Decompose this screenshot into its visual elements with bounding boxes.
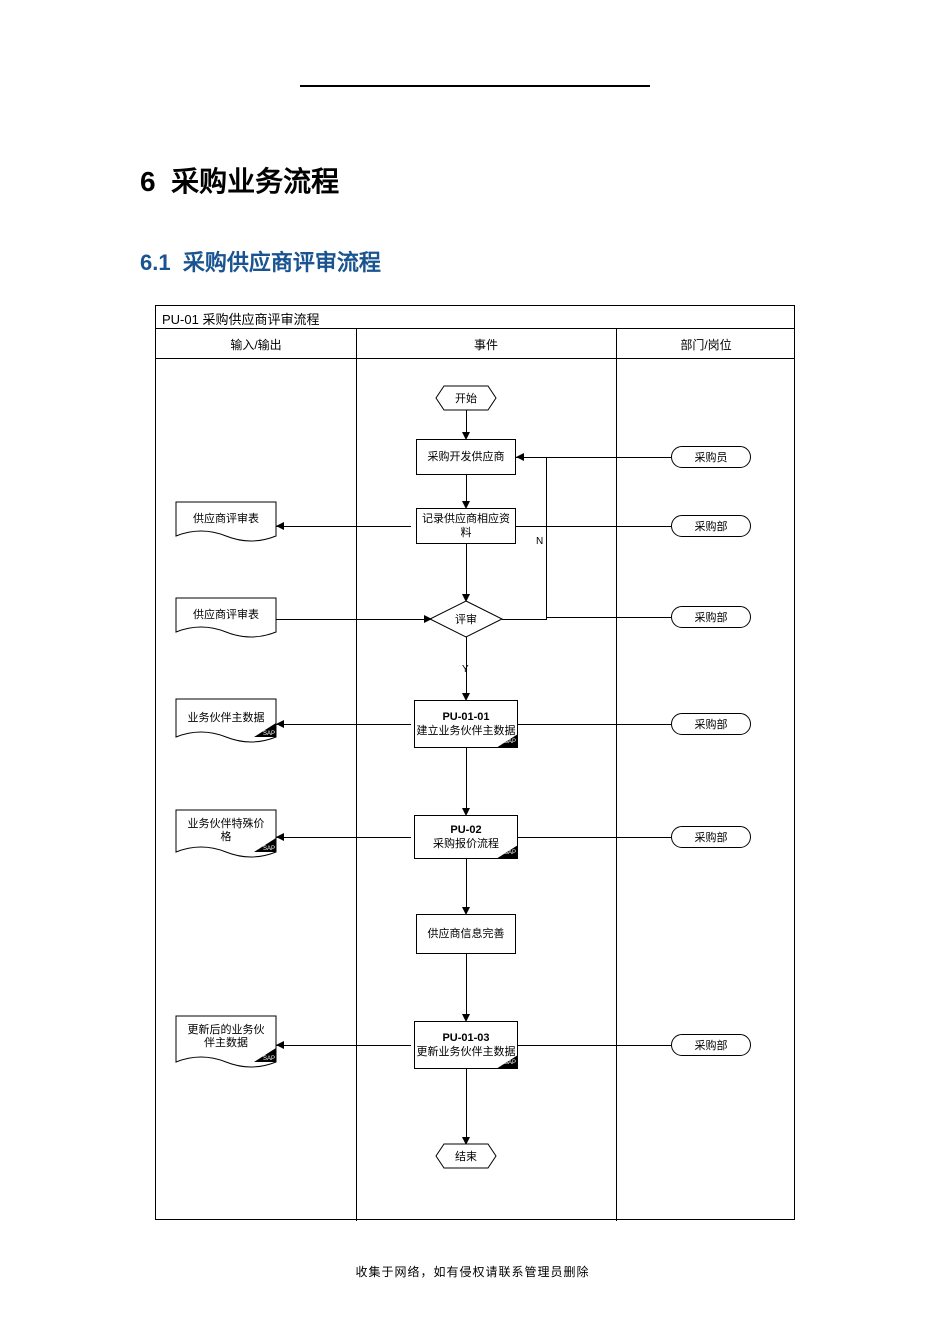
svg-text:更新后的业务伙: 更新后的业务伙 (188, 1022, 265, 1036)
edge-doc1 (276, 526, 411, 527)
svg-text:伴主数据: 伴主数据 (204, 1035, 248, 1049)
p6-code: PU-01-03 (442, 1031, 489, 1045)
edge-r1 (516, 457, 671, 458)
edge-d1-no-v (546, 457, 547, 620)
column-header-io: 输入/输出 (156, 336, 356, 353)
process-quote: PU-02 采购报价流程 SAP (414, 815, 518, 859)
edge-p3-p4 (466, 748, 467, 810)
document-partner-master: 业务伙伴主数据 SAP (176, 699, 276, 747)
column-header-event: 事件 (356, 336, 616, 353)
edge-start-p1 (466, 410, 467, 434)
document-review-form-2: 供应商评审表 (176, 598, 276, 642)
svg-text:业务伙伴特殊价: 业务伙伴特殊价 (188, 816, 265, 830)
edge-d1-no-h (502, 619, 546, 620)
process-develop-supplier: 采购开发供应商 (416, 439, 516, 475)
edge-doc3-head (276, 720, 284, 728)
svg-text:SAP: SAP (263, 846, 275, 852)
d1-label: 评审 (455, 612, 477, 626)
svg-text:格: 格 (221, 829, 232, 843)
start-label: 开始 (455, 391, 477, 405)
edge-doc1-head (276, 522, 284, 530)
edge-doc3 (276, 724, 411, 725)
document-special-price: 业务伙伴特殊价 格 SAP (176, 810, 276, 862)
edge-doc2 (276, 619, 426, 620)
role-purchasing-6: 采购部 (671, 1034, 751, 1056)
edge-r3 (546, 617, 671, 618)
p5-label: 供应商信息完善 (428, 927, 505, 941)
chapter-number: 6 (140, 166, 156, 197)
section-title: 6.1 采购供应商评审流程 (140, 245, 381, 277)
p2-label: 记录供应商相应资料 (417, 512, 515, 541)
doc3-label: 业务伙伴主数据 (188, 710, 265, 724)
process-update-master: PU-01-03 更新业务伙伴主数据 SAP (414, 1021, 518, 1069)
end-node: 结束 (436, 1144, 496, 1168)
header-separator (156, 358, 794, 359)
edge-p1-p2 (466, 475, 467, 503)
no-label: N (536, 536, 543, 547)
p4-label: 采购报价流程 (433, 837, 499, 851)
p1-label: 采购开发供应商 (428, 450, 505, 464)
end-label: 结束 (455, 1150, 477, 1163)
chapter-title: 6 采购业务流程 (140, 160, 339, 200)
column-header-role: 部门/岗位 (616, 336, 796, 353)
column-divider-1 (356, 328, 357, 1221)
document-updated-master: 更新后的业务伙 伴主数据 SAP (176, 1016, 276, 1072)
decision-review: 评审 (430, 601, 502, 637)
edge-doc2-head (424, 615, 432, 623)
edge-doc4-head (276, 833, 284, 841)
section-text: 采购供应商评审流程 (183, 250, 381, 275)
process-record-supplier: 记录供应商相应资料 (416, 508, 516, 544)
process-create-master: PU-01-01 建立业务伙伴主数据 SAP (414, 700, 518, 748)
flowchart-container: PU-01 采购供应商评审流程 输入/输出 事件 部门/岗位 开始 采购开发供应… (155, 305, 795, 1220)
sap-badge-text: SAP (504, 739, 516, 747)
role-purchasing-2: 采购部 (671, 515, 751, 537)
svg-text:SAP: SAP (263, 731, 275, 737)
column-divider-2 (616, 328, 617, 1221)
edge-p2-d1 (466, 544, 467, 596)
edge-r6 (518, 1045, 671, 1046)
edge-r5 (518, 837, 671, 838)
role-buyer: 采购员 (671, 446, 751, 468)
edge-p4-p5 (466, 859, 467, 909)
edge-p5-p6 (466, 954, 467, 1016)
edge-p6-end (466, 1069, 467, 1139)
role-purchasing-4: 采购部 (671, 713, 751, 735)
title-separator (156, 328, 794, 329)
sap-badge-text: SAP (504, 850, 516, 858)
edge-doc4 (276, 837, 411, 838)
footer-text: 收集于网络，如有侵权请联系管理员删除 (0, 1263, 945, 1280)
sap-badge-text: SAP (504, 1060, 516, 1068)
start-node: 开始 (436, 386, 496, 410)
role-purchasing-5: 采购部 (671, 826, 751, 848)
chapter-text: 采购业务流程 (171, 166, 339, 197)
p3-code: PU-01-01 (442, 710, 489, 724)
p4-code: PU-02 (450, 823, 481, 837)
diagram-title: PU-01 采购供应商评审流程 (162, 309, 319, 328)
doc1-label: 供应商评审表 (193, 511, 259, 525)
svg-text:SAP: SAP (263, 1056, 275, 1062)
section-number: 6.1 (140, 250, 171, 275)
doc2-label: 供应商评审表 (193, 607, 259, 621)
edge-r2 (516, 526, 671, 527)
process-complete-info: 供应商信息完善 (416, 914, 516, 954)
document-review-form-1: 供应商评审表 (176, 502, 276, 546)
edge-doc5 (276, 1045, 411, 1046)
edge-r4 (518, 724, 671, 725)
role-purchasing-3: 采购部 (671, 606, 751, 628)
edge-doc5-head (276, 1041, 284, 1049)
yes-label: Y (462, 664, 469, 675)
header-rule (300, 85, 650, 87)
